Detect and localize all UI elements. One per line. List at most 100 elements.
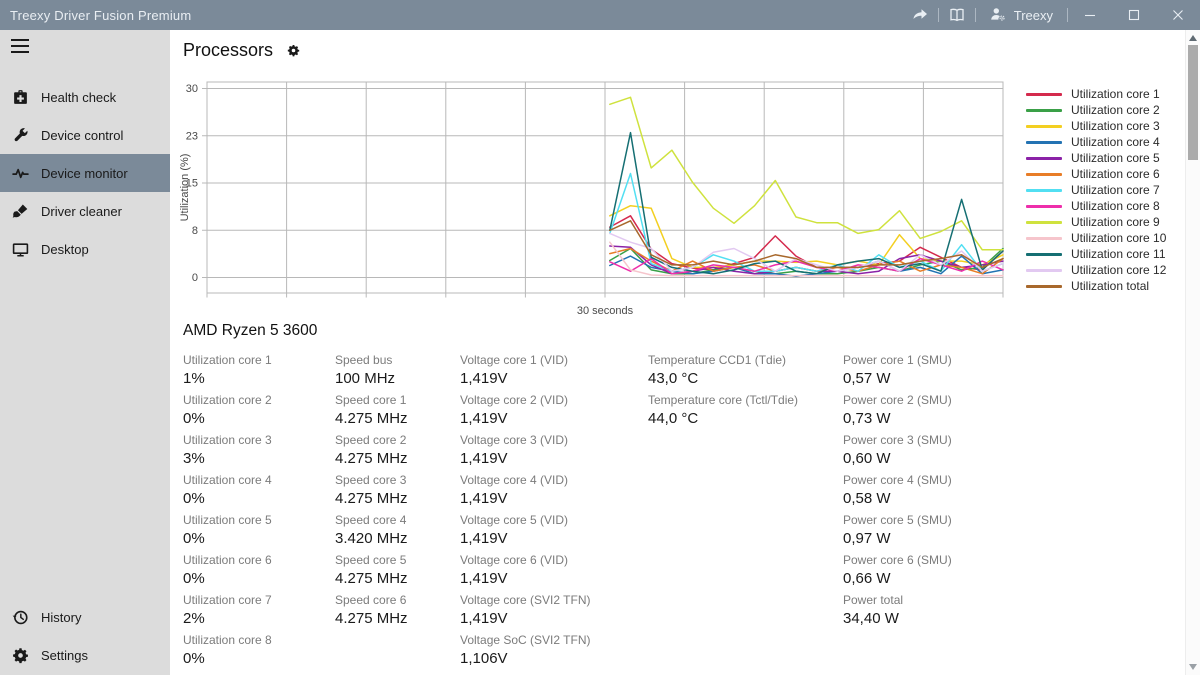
sensor-value: 0,60 W	[843, 450, 891, 467]
sensor-label: Speed bus	[335, 353, 393, 367]
sensor-label: Voltage core 5 (VID)	[460, 513, 569, 527]
sensor-value: 4.275 MHz	[335, 570, 408, 587]
sensor-value: 1,419V	[460, 530, 508, 547]
sensor-value: 0,73 W	[843, 410, 891, 427]
sidebar-item-history[interactable]: History	[0, 598, 170, 636]
sensor-cell: Power total 34,40 W	[843, 593, 1174, 633]
sensor-label: Speed core 3	[335, 473, 407, 487]
legend-swatch	[1026, 284, 1062, 288]
close-button[interactable]	[1156, 0, 1200, 30]
sidebar-item-device-monitor[interactable]: Device monitor	[0, 154, 170, 192]
legend-item: Utilization core 11	[1026, 246, 1166, 262]
hamburger-icon	[11, 39, 170, 53]
chart-series	[609, 220, 1004, 269]
sensor-value: 4.275 MHz	[335, 410, 408, 427]
sensor-label: Voltage core 6 (VID)	[460, 553, 569, 567]
utilization-chart: 0 8 15 23 30 Utilization (%) 30 seconds	[179, 81, 1004, 317]
legend-swatch	[1026, 268, 1062, 272]
close-icon	[1173, 10, 1183, 20]
svg-text:8: 8	[192, 225, 198, 237]
legend-item: Utilization core 5	[1026, 150, 1166, 166]
sensor-value: 1%	[183, 370, 205, 387]
sensor-label: Power core 4 (SMU)	[843, 473, 952, 487]
sensor-cell: Utilization core 1 1%	[183, 353, 335, 393]
sensor-label: Utilization core 8	[183, 633, 272, 647]
sidebar-item-desktop[interactable]: Desktop	[0, 230, 170, 268]
scrollbar-up-button[interactable]	[1189, 35, 1197, 41]
legend-item: Utilization core 9	[1026, 214, 1166, 230]
manual-button[interactable]	[939, 0, 975, 30]
scrollbar-thumb[interactable]	[1188, 45, 1198, 160]
account-button[interactable]: Treexy	[976, 0, 1067, 30]
legend-item: Utilization core 4	[1026, 134, 1166, 150]
legend-item: Utilization core 8	[1026, 198, 1166, 214]
page-header: Processors	[183, 40, 300, 61]
sensor-cell: Power core 2 (SMU) 0,73 W	[843, 393, 1174, 433]
sidebar: Health check Device control Device monitor…	[0, 30, 170, 675]
sensor-value: 1,419V	[460, 450, 508, 467]
chart-series	[609, 232, 1004, 272]
sensor-value: 0%	[183, 410, 205, 427]
page-settings-button[interactable]	[287, 44, 300, 57]
sensor-label: Temperature CCD1 (Tdie)	[648, 353, 787, 367]
chart-series	[609, 172, 1004, 272]
sidebar-item-label: Desktop	[41, 241, 89, 257]
sidebar-item-label: Device control	[41, 127, 124, 143]
maximize-button[interactable]	[1112, 0, 1156, 30]
svg-text:30: 30	[186, 83, 198, 95]
legend-label: Utilization core 9	[1071, 215, 1160, 229]
sensor-value: 3%	[183, 450, 205, 467]
sensor-label: Speed core 1	[335, 393, 407, 407]
legend-label: Utilization core 10	[1071, 231, 1167, 245]
share-button[interactable]	[902, 0, 938, 30]
scrollbar-down-button[interactable]	[1189, 664, 1197, 670]
sidebar-item-device-control[interactable]: Device control	[0, 116, 170, 154]
sensor-cell: Utilization core 6 0%	[183, 553, 335, 593]
sensor-cell: Voltage core 5 (VID) 1,419V	[460, 513, 648, 553]
sensor-value: 34,40 W	[843, 610, 899, 627]
sensor-cell: Utilization core 4 0%	[183, 473, 335, 513]
legend-item: Utilization core 12	[1026, 262, 1166, 278]
sensor-label: Utilization core 7	[183, 593, 272, 607]
sensor-label: Voltage SoC (SVI2 TFN)	[460, 633, 591, 647]
sensor-cell: Voltage core 3 (VID) 1,419V	[460, 433, 648, 473]
titlebar: Treexy Driver Fusion Premium Treexy	[0, 0, 1200, 30]
history-icon	[12, 609, 29, 626]
sensor-value: 1,106V	[460, 650, 508, 667]
sensor-value: 1,419V	[460, 410, 508, 427]
sensor-cell: Voltage core 4 (VID) 1,419V	[460, 473, 648, 513]
sensor-cell: Utilization core 5 0%	[183, 513, 335, 553]
sensor-label: Utilization core 3	[183, 433, 272, 447]
sensor-cell: Speed core 5 4.275 MHz	[335, 553, 460, 593]
sensor-value: 0%	[183, 530, 205, 547]
sensor-label: Utilization core 4	[183, 473, 272, 487]
device-section: AMD Ryzen 5 3600 Utilization core 1 1% Uti…	[183, 322, 1174, 673]
legend-item: Utilization core 10	[1026, 230, 1166, 246]
sensor-label: Power core 1 (SMU)	[843, 353, 952, 367]
minimize-button[interactable]	[1068, 0, 1112, 30]
sidebar-item-label: Device monitor	[41, 165, 128, 181]
vertical-scrollbar[interactable]	[1185, 30, 1200, 675]
legend-swatch	[1026, 124, 1062, 128]
sidebar-item-driver-cleaner[interactable]: Driver cleaner	[0, 192, 170, 230]
sidebar-item-label: Driver cleaner	[41, 203, 122, 219]
legend-label: Utilization total	[1071, 279, 1150, 293]
sensor-cell: Temperature CCD1 (Tdie) 43,0 °C	[648, 353, 843, 393]
chart-legend: Utilization core 1 Utilization core 2 Util…	[1026, 86, 1166, 294]
legend-label: Utilization core 3	[1071, 119, 1160, 133]
sidebar-item-health-check[interactable]: Health check	[0, 78, 170, 116]
sensor-label: Utilization core 5	[183, 513, 272, 527]
sensor-grid: Utilization core 1 1% Utilization core 2 0%…	[183, 353, 1174, 673]
chart-series	[609, 241, 1004, 277]
window-title: Treexy Driver Fusion Premium	[10, 7, 192, 23]
sensor-label: Speed core 5	[335, 553, 407, 567]
legend-item: Utilization core 6	[1026, 166, 1166, 182]
menu-button[interactable]	[0, 39, 170, 69]
sensor-label: Utilization core 1	[183, 353, 272, 367]
sidebar-item-settings[interactable]: Settings	[0, 636, 170, 674]
sensor-value: 1,419V	[460, 490, 508, 507]
sensor-cell: Utilization core 2 0%	[183, 393, 335, 433]
svg-text:Utilization (%): Utilization (%)	[179, 154, 191, 222]
sensor-cell: Voltage core 6 (VID) 1,419V	[460, 553, 648, 593]
